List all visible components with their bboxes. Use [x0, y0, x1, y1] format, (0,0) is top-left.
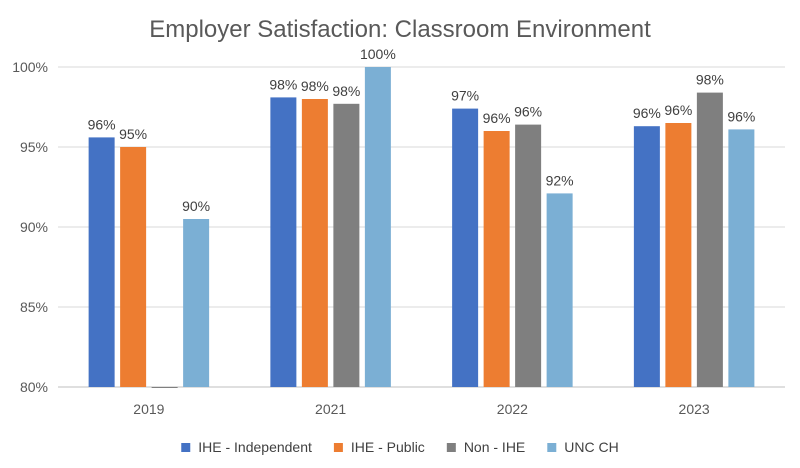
legend-label: Non - IHE [464, 439, 525, 455]
bar [665, 123, 692, 387]
bar [301, 99, 328, 387]
legend: IHE - Independent IHE - Public Non - IHE UN… [181, 439, 619, 455]
data-label: 96% [483, 110, 511, 126]
x-tick-label: 2022 [497, 401, 528, 417]
data-label: 98% [269, 76, 297, 92]
y-tick-label: 80% [20, 379, 48, 395]
chart-title: Employer Satisfaction: Classroom Environ… [149, 16, 651, 43]
bars [88, 67, 755, 388]
y-axis: 80% 85% 90% 95% 100% [12, 59, 48, 395]
legend-label: IHE - Public [351, 439, 425, 455]
data-label: 97% [451, 88, 479, 104]
bar [120, 147, 147, 387]
y-tick-label: 95% [20, 139, 48, 155]
bar [270, 97, 297, 388]
bar [515, 124, 542, 387]
data-label: 92% [546, 172, 574, 188]
bar [151, 387, 178, 388]
x-tick-label: 2021 [315, 401, 346, 417]
y-tick-label: 85% [20, 299, 48, 315]
bar [364, 67, 391, 387]
data-labels: 96%95%90%98% 98% 98%100%97%96% 96%92%96% 96%… [88, 46, 756, 214]
gridlines [58, 66, 785, 388]
data-label: 96% [633, 105, 661, 121]
data-label: 96% [727, 108, 755, 124]
x-tick-label: 2023 [679, 401, 710, 417]
legend-label: IHE - Independent [198, 439, 312, 455]
x-axis: 2019 2021 2022 2023 [133, 401, 710, 417]
legend-swatch [446, 443, 456, 452]
data-label: 96% [664, 102, 692, 118]
data-label: 100% [360, 46, 396, 62]
bar [452, 108, 479, 387]
data-label: 98% [301, 78, 329, 94]
data-label: 90% [182, 198, 210, 214]
data-label: 98% [332, 83, 360, 99]
legend-swatch [547, 443, 557, 452]
data-label: 95% [119, 126, 147, 142]
legend-swatch [333, 443, 343, 452]
bar [88, 137, 115, 387]
legend-swatch [181, 443, 191, 452]
data-label: 96% [514, 104, 542, 120]
bar [333, 103, 360, 388]
legend-label: UNC CH [564, 439, 618, 455]
bar [183, 219, 210, 387]
bar [633, 126, 660, 387]
bar [546, 193, 573, 387]
bar [483, 131, 510, 387]
y-tick-label: 100% [12, 59, 48, 75]
y-tick-label: 90% [20, 219, 48, 235]
data-label: 96% [88, 116, 116, 132]
x-tick-label: 2019 [133, 401, 164, 417]
bar [728, 129, 755, 387]
bar [696, 92, 723, 387]
data-label: 98% [696, 72, 724, 88]
